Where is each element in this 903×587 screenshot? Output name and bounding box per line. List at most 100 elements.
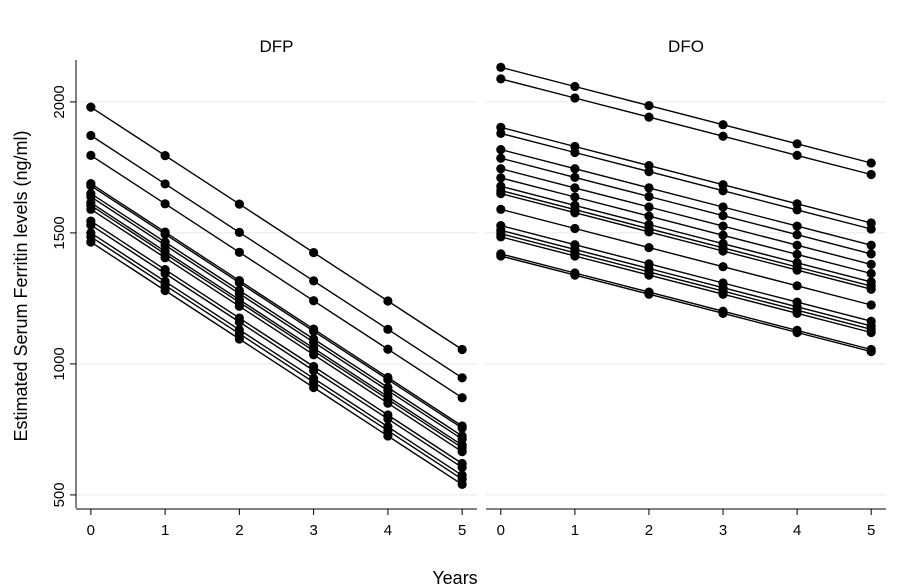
point-p1-s5-5 <box>866 249 876 259</box>
point-p0-s2-3 <box>309 296 319 306</box>
point-p0-s9-5 <box>457 447 467 457</box>
point-p1-s7-2 <box>644 211 654 221</box>
point-p1-s3-3 <box>718 186 728 196</box>
panel-title-dfp: DFP <box>260 37 294 56</box>
point-p1-s0-4 <box>792 139 802 149</box>
point-p1-s15-1 <box>570 251 580 261</box>
series-line-p0-6 <box>90 196 463 440</box>
series-line-p0-4 <box>90 185 463 429</box>
series-line-p1-4 <box>500 148 872 246</box>
point-p0-s9-3 <box>309 350 319 360</box>
series-line-p1-2 <box>500 126 872 224</box>
x-tick-label-p1-3: 3 <box>719 522 727 539</box>
point-p1-s0-2 <box>644 100 654 111</box>
point-p0-s2-4 <box>383 344 393 354</box>
point-p1-s10-2 <box>644 227 654 237</box>
series-line-p1-15 <box>500 236 872 334</box>
series-line-p0-2 <box>90 154 463 399</box>
x-tick-label-p1-0: 0 <box>497 522 505 539</box>
point-p1-s3-5 <box>866 224 876 234</box>
point-p1-s10-5 <box>866 284 876 294</box>
point-p1-s17-4 <box>792 327 802 338</box>
series-line-p1-10 <box>500 192 872 290</box>
series-line-p1-12 <box>500 224 872 322</box>
point-p1-s5-4 <box>792 230 802 240</box>
series-line-p1-0 <box>500 66 872 164</box>
x-tick-label-p0-3: 3 <box>309 522 317 539</box>
point-p1-s6-5 <box>866 259 876 269</box>
point-p0-s9-4 <box>383 398 393 408</box>
y-tick-label-3: 2000 <box>51 85 68 118</box>
point-p0-s4-3 <box>309 326 319 336</box>
series-line-p1-14 <box>500 233 872 330</box>
series-line-p1-17 <box>500 255 872 353</box>
y-tick-label-0: 500 <box>51 482 68 507</box>
point-p0-s1-5 <box>457 373 467 383</box>
point-p1-s7-5 <box>866 268 876 279</box>
point-p1-s10-3 <box>718 246 728 256</box>
point-p1-s6-0 <box>496 164 506 174</box>
point-p0-s1-1 <box>160 179 170 189</box>
point-p1-s15-2 <box>644 270 654 280</box>
x-tick-label-p0-2: 2 <box>235 522 243 539</box>
point-p1-s7-3 <box>718 230 728 240</box>
point-p1-s17-5 <box>866 346 876 357</box>
series-line-p0-1 <box>90 134 463 379</box>
x-tick-label-p0-5: 5 <box>458 522 466 539</box>
point-p0-s11-5 <box>457 462 467 472</box>
point-p1-s0-3 <box>718 120 728 130</box>
y-tick-label-2: 1500 <box>51 216 68 249</box>
point-p1-s7-1 <box>570 192 580 202</box>
point-p1-s15-3 <box>718 289 728 299</box>
point-p1-s3-2 <box>644 167 654 177</box>
y-tick-label-1: 1000 <box>51 347 68 380</box>
x-tick-label-p1-5: 5 <box>867 522 875 539</box>
point-p0-s0-3 <box>309 247 319 258</box>
point-p1-s3-0 <box>496 128 506 138</box>
point-p1-s5-1 <box>570 172 580 182</box>
x-tick-label-p1-4: 4 <box>793 522 801 539</box>
point-p0-s4-1 <box>160 229 170 239</box>
point-p1-s7-4 <box>792 249 802 259</box>
point-p0-s2-1 <box>160 199 170 209</box>
point-p0-s1-0 <box>86 130 96 141</box>
point-p1-s11-0 <box>496 204 506 214</box>
point-p0-s9-1 <box>160 253 170 263</box>
point-p1-s4-5 <box>866 240 876 250</box>
point-p1-s6-4 <box>792 240 802 250</box>
point-p0-s14-0 <box>86 237 96 247</box>
point-p1-s0-1 <box>570 81 580 92</box>
point-p1-s5-0 <box>496 153 506 163</box>
series-line-p1-3 <box>500 132 872 230</box>
point-p1-s15-4 <box>792 308 802 318</box>
point-p1-s6-2 <box>644 202 654 212</box>
point-p0-s0-2 <box>234 199 244 209</box>
point-p1-s4-2 <box>644 183 654 193</box>
point-p1-s3-1 <box>570 147 580 158</box>
point-p1-s1-5 <box>866 169 876 180</box>
point-p0-s2-5 <box>457 393 467 403</box>
point-p0-s0-0 <box>86 102 96 112</box>
point-p0-s14-4 <box>383 431 393 441</box>
series-line-p0-3 <box>90 183 463 427</box>
point-p1-s10-1 <box>570 208 580 218</box>
point-p0-s11-3 <box>309 365 319 376</box>
point-p1-s5-3 <box>718 211 728 221</box>
point-p1-s4-1 <box>570 164 580 174</box>
point-p0-s4-2 <box>234 278 244 288</box>
series-line-p1-6 <box>500 168 872 266</box>
point-p0-s4-0 <box>86 181 96 191</box>
point-p1-s17-2 <box>644 289 654 299</box>
series-line-p1-5 <box>500 157 872 255</box>
x-tick-label-p1-2: 2 <box>645 522 653 539</box>
point-p0-s14-2 <box>234 334 244 344</box>
series-line-p0-9 <box>90 208 463 453</box>
point-p1-s10-0 <box>496 189 506 199</box>
point-p0-s14-5 <box>457 479 467 490</box>
point-p1-s3-4 <box>792 205 802 215</box>
panel-title-dfo: DFO <box>668 37 704 56</box>
point-p1-s0-0 <box>496 62 506 72</box>
series-line-p1-9 <box>500 189 872 287</box>
point-p1-s11-4 <box>792 281 802 291</box>
point-p1-s17-1 <box>570 270 580 280</box>
